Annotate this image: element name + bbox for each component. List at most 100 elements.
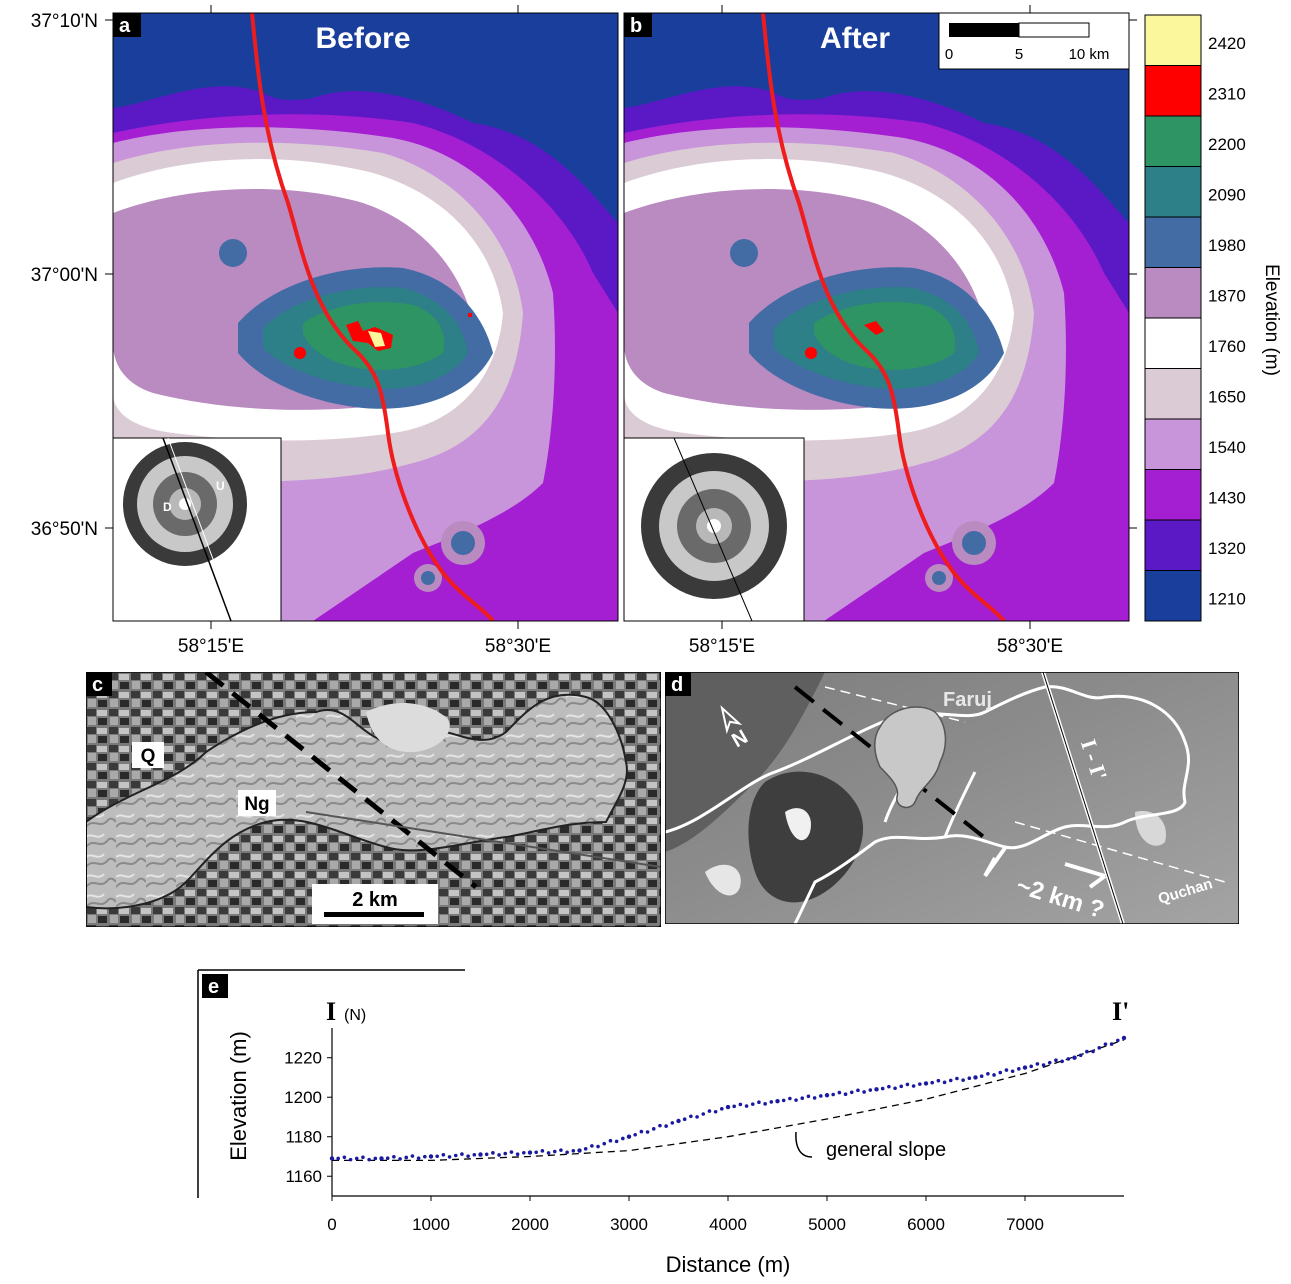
profile-dot xyxy=(936,1078,941,1083)
profile-dot xyxy=(1085,1049,1089,1054)
profile-dot xyxy=(608,1138,613,1143)
profile-dot xyxy=(1066,1057,1071,1061)
profile-end: I' xyxy=(1112,997,1129,1026)
lon-tick-a2: 58°30'E xyxy=(485,636,551,657)
profile-dot xyxy=(750,1102,755,1106)
profile-dot xyxy=(423,1154,427,1159)
profile-dot xyxy=(893,1086,897,1091)
legend-swatch xyxy=(1144,267,1202,319)
profile-dot xyxy=(948,1078,953,1083)
profile-point xyxy=(973,1075,978,1080)
profile-dot xyxy=(1116,1038,1120,1043)
profile-dot xyxy=(955,1076,959,1081)
profile-dot xyxy=(689,1114,693,1119)
legend-swatch xyxy=(1144,14,1202,66)
legend-label: 1430 xyxy=(1208,488,1246,507)
profile-dot xyxy=(342,1155,347,1160)
profile-dot xyxy=(930,1080,934,1085)
profile-dot xyxy=(856,1088,860,1093)
elevation-profile-chart: e I (N) I' 0 1000 2000 3000 4000 5000 6000 7000… xyxy=(197,969,1129,1277)
profile-dot xyxy=(348,1157,353,1162)
profile-dot xyxy=(633,1132,637,1137)
profile-dot xyxy=(571,1149,576,1153)
lon-tick-a1: 58°15'E xyxy=(178,636,244,657)
legend-title: Elevation (m) xyxy=(1261,264,1282,376)
legend-label: 2310 xyxy=(1208,84,1246,103)
profile-point xyxy=(676,1118,681,1124)
profile-dot xyxy=(484,1152,489,1157)
panel-label-e: e xyxy=(208,976,219,998)
profile-dot xyxy=(1109,1042,1114,1046)
profile-point xyxy=(923,1081,929,1086)
profile-dot xyxy=(410,1154,415,1158)
profile-point xyxy=(329,1156,335,1161)
profile-dot xyxy=(590,1144,594,1148)
lon-tick-b1: 58°15'E xyxy=(689,636,755,657)
legend-label: 1760 xyxy=(1208,337,1246,356)
profile-dot xyxy=(1078,1053,1083,1058)
profile-dot xyxy=(658,1123,662,1128)
x-tick-label: 6000 xyxy=(907,1215,945,1234)
profile-start: I xyxy=(326,997,336,1026)
profile-dot xyxy=(453,1153,458,1158)
profile-dot xyxy=(361,1155,365,1160)
legend-swatch xyxy=(1144,519,1202,571)
profile-dot xyxy=(757,1100,761,1105)
profile-dot xyxy=(1017,1067,1021,1071)
profile-dot xyxy=(899,1084,904,1089)
profile-dot xyxy=(738,1102,743,1107)
profile-point xyxy=(775,1098,780,1104)
profile-dot xyxy=(868,1088,873,1092)
profile-dot xyxy=(880,1086,885,1091)
legend-label: 2200 xyxy=(1208,135,1246,154)
inset-down-label: D xyxy=(163,500,172,514)
profile-dot xyxy=(534,1150,538,1155)
legend-swatch xyxy=(1144,418,1202,470)
profile-dot xyxy=(788,1096,792,1101)
x-axis-label: Distance (m) xyxy=(666,1252,791,1277)
x-tick-label: 1000 xyxy=(412,1215,450,1234)
annotation-general-slope: general slope xyxy=(826,1139,946,1161)
x-tick-label: 3000 xyxy=(610,1215,648,1234)
y-axis-label: Elevation (m) xyxy=(226,1031,251,1161)
elevation-legend: 2420 2310 2200 2090 1980 1870 1760 1650 1540 1430… xyxy=(1144,14,1246,622)
profile-point xyxy=(824,1093,830,1098)
profile-dot xyxy=(732,1104,736,1109)
profile-dot xyxy=(447,1155,452,1159)
map-before: D U xyxy=(113,13,618,621)
profile-dot xyxy=(336,1156,340,1161)
profile-dot xyxy=(392,1154,396,1159)
scale-0: 0 xyxy=(945,46,953,63)
legend-swatch xyxy=(1144,570,1202,622)
profile-dot xyxy=(986,1072,990,1076)
profile-point xyxy=(1072,1055,1077,1060)
profile-dot xyxy=(398,1157,402,1161)
profile-dot xyxy=(1035,1062,1040,1066)
legend-swatch xyxy=(1144,216,1202,268)
profile-dot xyxy=(503,1151,508,1156)
profile-dot xyxy=(942,1080,947,1085)
legend-label: 1650 xyxy=(1208,387,1246,406)
profile-dot xyxy=(404,1155,409,1160)
profile-dot xyxy=(546,1151,551,1155)
profile-dot xyxy=(522,1150,526,1155)
profile-point xyxy=(428,1154,434,1159)
profile-dot xyxy=(998,1070,1003,1075)
legend-swatch xyxy=(1144,166,1202,218)
panel-label-d: d xyxy=(671,674,683,696)
profile-dot xyxy=(373,1156,378,1161)
panel-label-b: b xyxy=(630,15,642,37)
legend-label: 1540 xyxy=(1208,438,1246,457)
x-tick-label: 7000 xyxy=(1006,1215,1044,1234)
y-tick-label: 1180 xyxy=(285,1128,322,1147)
profile-dot xyxy=(645,1130,650,1134)
x-tick-label: 4000 xyxy=(709,1215,747,1234)
profile-dot xyxy=(905,1082,910,1087)
profile-dot xyxy=(837,1090,842,1095)
profile-dot xyxy=(509,1150,514,1154)
lat-tick-2: 37°00'N xyxy=(31,265,98,286)
legend-swatch xyxy=(1144,469,1202,521)
profile-dot xyxy=(682,1117,687,1121)
profile-dot xyxy=(497,1153,501,1157)
profile-dot xyxy=(435,1154,439,1159)
